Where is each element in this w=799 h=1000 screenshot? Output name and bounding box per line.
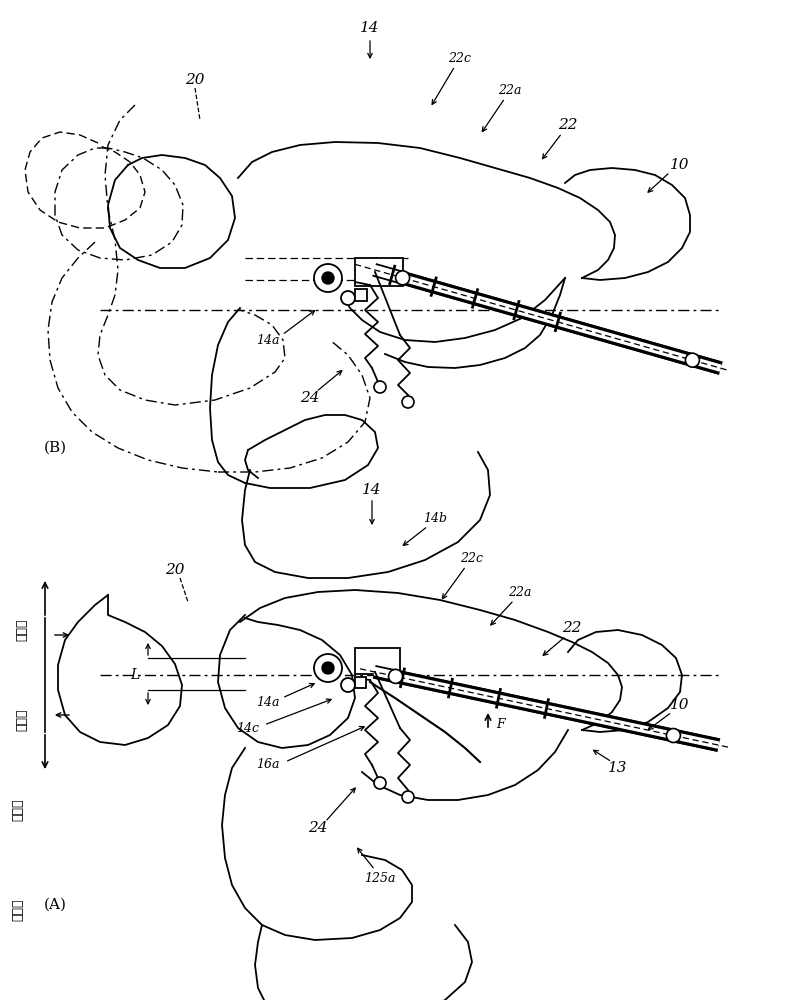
Text: 10: 10	[670, 698, 690, 712]
Polygon shape	[373, 264, 721, 374]
Text: 10: 10	[670, 158, 690, 172]
Circle shape	[402, 396, 414, 408]
Text: 14a: 14a	[256, 696, 280, 708]
Circle shape	[341, 291, 355, 305]
Text: 后方向: 后方向	[15, 709, 29, 731]
Text: 22: 22	[562, 621, 582, 635]
Bar	[355, 289, 367, 301]
Circle shape	[666, 729, 681, 743]
Text: 前方向: 前方向	[11, 899, 25, 921]
Text: 14: 14	[360, 21, 380, 35]
Circle shape	[686, 353, 699, 367]
Text: 14a: 14a	[256, 334, 280, 347]
Text: L: L	[130, 668, 140, 682]
Circle shape	[402, 791, 414, 803]
Text: F: F	[495, 718, 504, 732]
Text: 前方向: 前方向	[15, 619, 29, 641]
Text: 14c: 14c	[237, 722, 260, 734]
Circle shape	[374, 381, 386, 393]
Circle shape	[396, 271, 410, 285]
Text: 22: 22	[559, 118, 578, 132]
Text: 22c: 22c	[460, 552, 483, 564]
Polygon shape	[374, 666, 719, 751]
Text: 22c: 22c	[448, 51, 471, 64]
Circle shape	[374, 777, 386, 789]
Text: 22a: 22a	[508, 585, 532, 598]
Polygon shape	[375, 669, 718, 748]
Text: 14b: 14b	[423, 512, 447, 524]
Text: 20: 20	[165, 563, 185, 577]
Text: 14: 14	[362, 483, 382, 497]
Text: 125a: 125a	[364, 871, 396, 884]
Text: 16a: 16a	[256, 758, 280, 772]
Bar	[355, 677, 366, 688]
Text: (A): (A)	[43, 898, 66, 912]
Circle shape	[388, 669, 403, 683]
Text: 22a: 22a	[499, 84, 522, 97]
Circle shape	[341, 678, 355, 692]
Text: (B): (B)	[43, 441, 66, 455]
Circle shape	[322, 272, 334, 284]
Text: 24: 24	[300, 391, 320, 405]
Circle shape	[314, 654, 342, 682]
Text: 24: 24	[308, 821, 328, 835]
Circle shape	[314, 264, 342, 292]
Polygon shape	[374, 267, 721, 371]
Bar	[355, 648, 400, 674]
Bar	[355, 258, 403, 286]
Text: 20: 20	[185, 73, 205, 87]
Text: 13: 13	[608, 761, 628, 775]
Text: 后方向: 后方向	[11, 799, 25, 821]
Circle shape	[322, 662, 334, 674]
